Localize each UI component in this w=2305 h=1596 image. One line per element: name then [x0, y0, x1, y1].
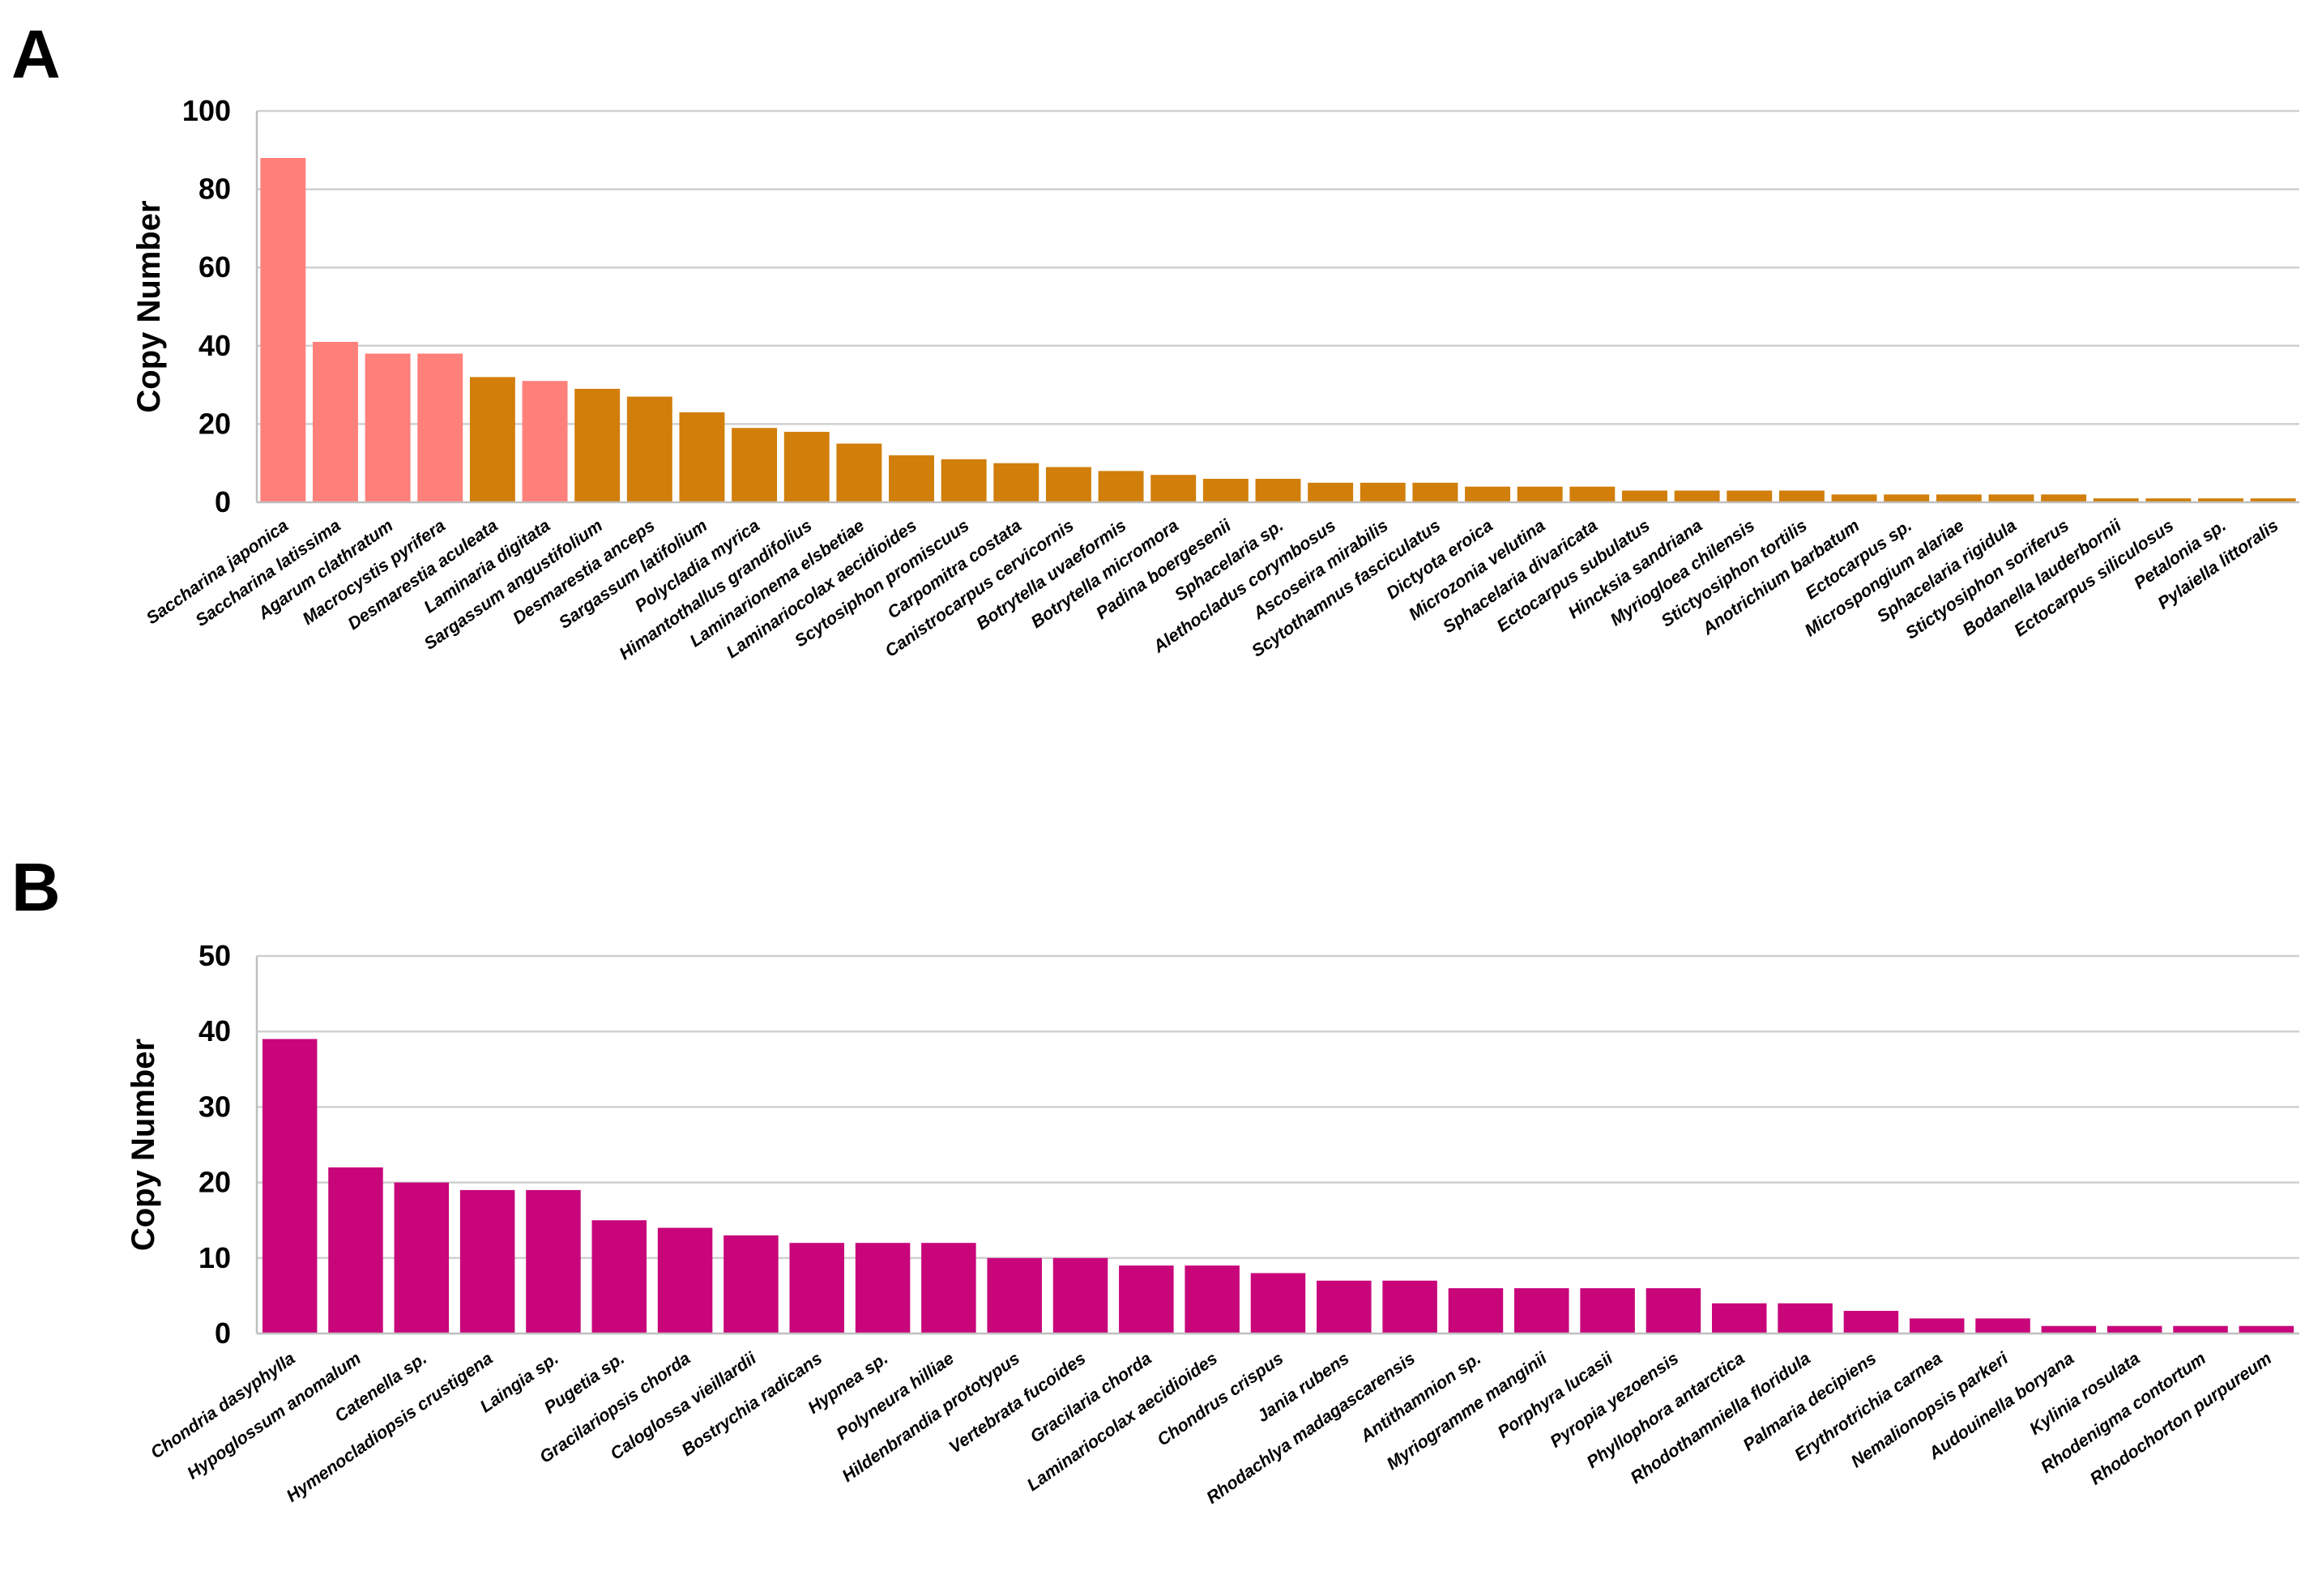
- bar: [1308, 482, 1354, 502]
- bar: [1712, 1303, 1767, 1334]
- bar: [1831, 494, 1877, 502]
- bar: [2107, 1325, 2162, 1334]
- bar: [1255, 479, 1301, 502]
- panel-label: A: [11, 16, 61, 92]
- bar: [1727, 490, 1773, 502]
- bar: [1514, 1288, 1569, 1334]
- bar: [1448, 1288, 1504, 1334]
- y-tick-label: 40: [198, 1014, 231, 1048]
- bar: [2239, 1325, 2294, 1334]
- bar: [1674, 490, 1720, 502]
- bar: [1360, 482, 1406, 502]
- bar: [941, 459, 987, 502]
- bar: [1052, 1257, 1108, 1334]
- y-tick-label: 20: [198, 1166, 231, 1199]
- bar: [1778, 490, 1825, 502]
- bar: [789, 1243, 844, 1334]
- bar: [394, 1182, 450, 1334]
- y-tick-label: 30: [198, 1090, 231, 1123]
- bar: [993, 463, 1039, 502]
- bar: [987, 1257, 1042, 1334]
- y-axis-label: Copy Number: [131, 200, 167, 412]
- bar: [328, 1167, 383, 1334]
- bar: [2041, 494, 2087, 502]
- bar: [724, 1235, 779, 1334]
- bar: [679, 412, 725, 502]
- bar: [1045, 467, 1091, 502]
- y-tick-label: 40: [198, 329, 231, 362]
- y-tick-label: 60: [198, 250, 231, 284]
- bar: [1382, 1280, 1437, 1334]
- bar: [1909, 1318, 1965, 1334]
- bar: [1412, 482, 1458, 502]
- y-axis-label: Copy Number: [126, 1039, 161, 1251]
- bar: [2145, 498, 2192, 502]
- bar: [783, 432, 830, 502]
- bar: [1975, 1318, 2030, 1334]
- bar: [1580, 1288, 1635, 1334]
- bar: [1884, 494, 1930, 502]
- x-tick-label: Kylinia rosulata: [2026, 1348, 2144, 1439]
- bar: [1936, 494, 1982, 502]
- x-tick-label: Porphyra lucasii: [1494, 1348, 1617, 1442]
- bar: [2093, 498, 2139, 502]
- bar: [469, 377, 515, 502]
- bar: [1202, 479, 1249, 502]
- bar: [1317, 1280, 1372, 1334]
- bar: [1778, 1303, 1833, 1334]
- bar: [1119, 1265, 1174, 1334]
- bar: [626, 396, 672, 502]
- bar: [459, 1189, 515, 1334]
- panel-label: B: [11, 849, 61, 925]
- bar: [522, 381, 568, 502]
- bar: [591, 1220, 647, 1334]
- bar: [365, 353, 411, 502]
- bar: [1150, 475, 1197, 502]
- bar: [921, 1243, 976, 1334]
- bar: [855, 1243, 911, 1334]
- bar: [262, 1039, 318, 1334]
- bar: [2041, 1325, 2097, 1334]
- y-tick-label: 50: [198, 939, 231, 972]
- y-tick-label: 20: [198, 407, 231, 440]
- bar: [1569, 486, 1616, 502]
- y-tick-label: 0: [215, 485, 231, 518]
- bar: [1988, 494, 2034, 502]
- bar: [657, 1227, 713, 1334]
- bar: [1250, 1273, 1306, 1334]
- bar: [2250, 498, 2296, 502]
- bar: [2173, 1325, 2228, 1334]
- y-tick-label: 10: [198, 1241, 231, 1274]
- y-tick-label: 0: [215, 1316, 231, 1350]
- bar: [526, 1189, 581, 1334]
- bar: [889, 455, 934, 502]
- bar: [417, 353, 463, 502]
- bar: [732, 428, 778, 502]
- bar: [1517, 486, 1563, 502]
- bar: [313, 341, 358, 502]
- y-tick-label: 100: [182, 94, 231, 127]
- bar: [1465, 486, 1511, 502]
- bar: [260, 157, 306, 502]
- bar: [1185, 1265, 1240, 1334]
- bar: [2198, 498, 2243, 502]
- y-tick-label: 80: [198, 173, 231, 206]
- bar: [1098, 471, 1144, 502]
- bar: [1843, 1311, 1899, 1334]
- bar: [1646, 1288, 1701, 1334]
- bar: [836, 443, 882, 502]
- bar: [574, 388, 621, 502]
- bar: [1622, 490, 1667, 502]
